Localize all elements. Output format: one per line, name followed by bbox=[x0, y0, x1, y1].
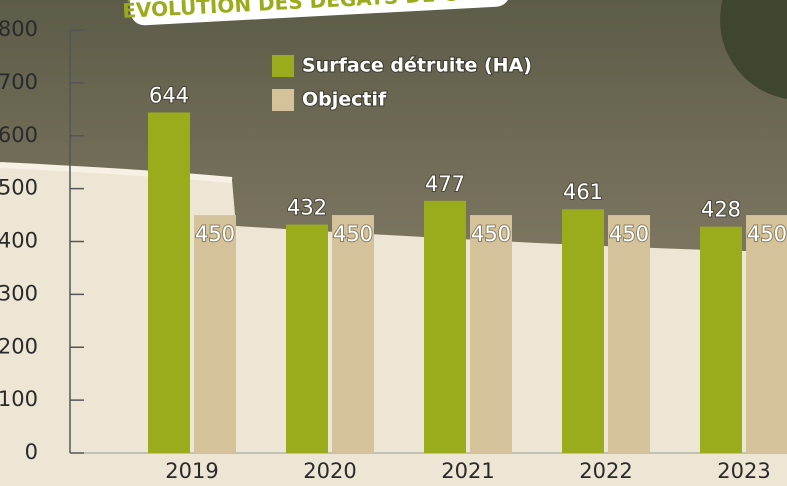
y-tick-label: 400 bbox=[0, 229, 38, 253]
bar bbox=[608, 215, 650, 453]
value-label: 450 bbox=[471, 222, 511, 246]
bar bbox=[746, 215, 787, 453]
bar bbox=[470, 215, 512, 453]
chart: ÉVOLUTION DES DÉGÂTS DE GIBIER 010020030… bbox=[0, 0, 787, 486]
legend-swatch bbox=[272, 55, 294, 77]
value-label: 450 bbox=[333, 222, 373, 246]
value-label: 450 bbox=[747, 222, 787, 246]
y-tick-label: 600 bbox=[0, 123, 38, 147]
value-label: 428 bbox=[701, 198, 741, 222]
x-tick-label: 2019 bbox=[165, 459, 218, 483]
bar bbox=[148, 112, 190, 453]
value-label: 450 bbox=[609, 222, 649, 246]
bar bbox=[562, 209, 604, 453]
y-tick-label: 700 bbox=[0, 70, 38, 94]
x-tick-label: 2021 bbox=[441, 459, 494, 483]
y-tick-label: 200 bbox=[0, 334, 38, 358]
value-label: 461 bbox=[563, 180, 603, 204]
legend-swatch bbox=[272, 89, 294, 111]
value-label: 450 bbox=[195, 222, 235, 246]
bar bbox=[700, 227, 742, 453]
y-tick-label: 800 bbox=[0, 17, 38, 41]
value-label: 432 bbox=[287, 196, 327, 220]
y-tick-label: 100 bbox=[0, 387, 38, 411]
y-tick-label: 0 bbox=[25, 440, 38, 464]
value-label: 477 bbox=[425, 172, 465, 196]
bar bbox=[194, 215, 236, 453]
legend-label: Objectif bbox=[302, 89, 387, 111]
bar bbox=[286, 225, 328, 453]
x-tick-label: 2020 bbox=[303, 459, 356, 483]
legend-label: Surface détruite (HA) bbox=[302, 55, 532, 77]
y-tick-label: 500 bbox=[0, 176, 38, 200]
value-label: 644 bbox=[149, 83, 189, 107]
x-tick-label: 2022 bbox=[579, 459, 632, 483]
bar bbox=[332, 215, 374, 453]
x-tick-label: 2023 bbox=[717, 459, 770, 483]
bar bbox=[424, 201, 466, 453]
y-tick-label: 300 bbox=[0, 281, 38, 305]
